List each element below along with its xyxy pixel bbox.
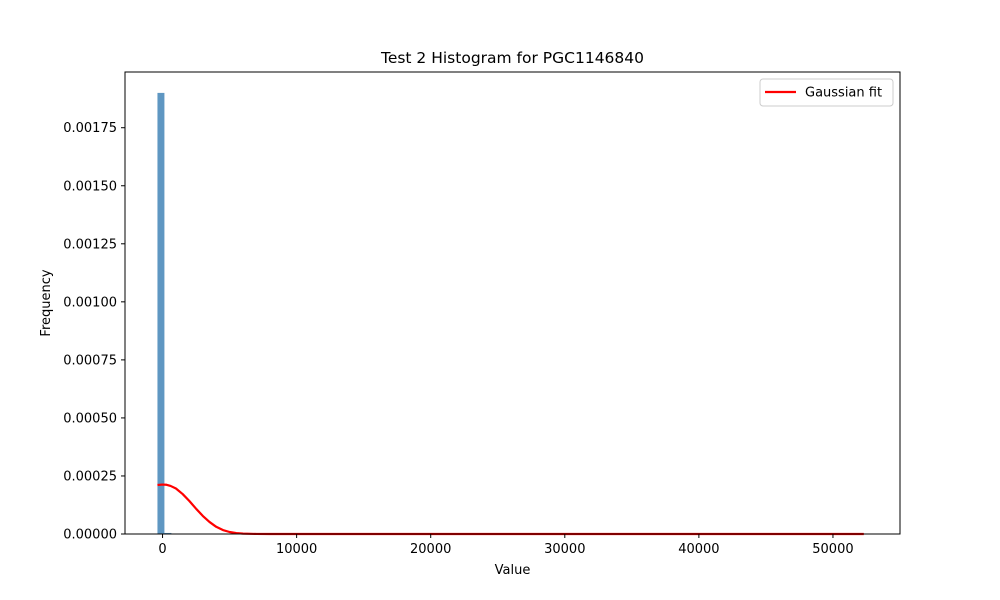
y-tick-label: 0.00025	[63, 469, 117, 484]
x-axis-title: Value	[495, 563, 531, 578]
y-tick-label: 0.00125	[63, 237, 117, 252]
legend-label-gaussian-fit: Gaussian fit	[805, 86, 882, 101]
y-tick-label: 0.00075	[63, 353, 117, 368]
y-axis: 0.00000 0.00025 0.00050 0.00075 0.00100 0.001…	[63, 121, 125, 543]
y-tick-label: 0.00000	[63, 528, 117, 543]
y-tick-label: 0.00175	[63, 121, 117, 136]
y-tick-label: 0.00050	[63, 411, 117, 426]
y-tick-label: 0.00100	[63, 295, 117, 310]
histogram-bar	[164, 532, 172, 534]
y-tick-label: 0.00150	[63, 179, 117, 194]
x-tick-label: 40000	[678, 542, 719, 557]
y-axis-title: Frequency	[39, 269, 54, 336]
x-tick-label: 20000	[410, 542, 451, 557]
legend-box	[759, 78, 894, 107]
x-tick-label: 0	[158, 542, 166, 557]
x-axis: 0 10000 20000 30000 40000 50000	[158, 534, 854, 557]
legend: Gaussian fit	[759, 78, 894, 107]
plot-frame	[124, 71, 901, 535]
x-tick-label: 10000	[276, 542, 317, 557]
x-tick-label: 30000	[544, 542, 585, 557]
x-tick-label: 50000	[812, 542, 853, 557]
chart-title: Test 2 Histogram for PGC1146840	[380, 49, 644, 67]
histogram-bar	[157, 92, 165, 534]
